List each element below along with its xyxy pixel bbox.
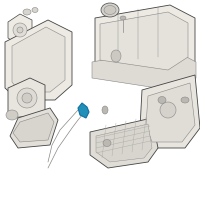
Ellipse shape [103,140,111,146]
Ellipse shape [17,88,37,108]
Ellipse shape [17,27,23,33]
Polygon shape [12,27,65,92]
Polygon shape [100,12,188,70]
Ellipse shape [102,106,108,114]
Polygon shape [8,14,32,46]
Ellipse shape [13,23,27,37]
Ellipse shape [104,5,116,15]
Ellipse shape [101,3,119,17]
Polygon shape [96,124,152,162]
Polygon shape [140,75,200,148]
Polygon shape [95,5,195,78]
Ellipse shape [160,102,176,118]
Polygon shape [10,108,58,148]
Ellipse shape [6,110,18,120]
Ellipse shape [181,97,189,103]
Ellipse shape [22,93,32,103]
Polygon shape [90,118,158,168]
Polygon shape [13,113,54,142]
Polygon shape [146,83,195,142]
Polygon shape [92,48,196,90]
Polygon shape [8,78,45,118]
Polygon shape [78,103,89,118]
Polygon shape [5,20,72,100]
Ellipse shape [23,9,31,15]
Ellipse shape [32,7,38,12]
Ellipse shape [158,97,166,104]
Ellipse shape [111,50,121,62]
Ellipse shape [120,16,126,20]
